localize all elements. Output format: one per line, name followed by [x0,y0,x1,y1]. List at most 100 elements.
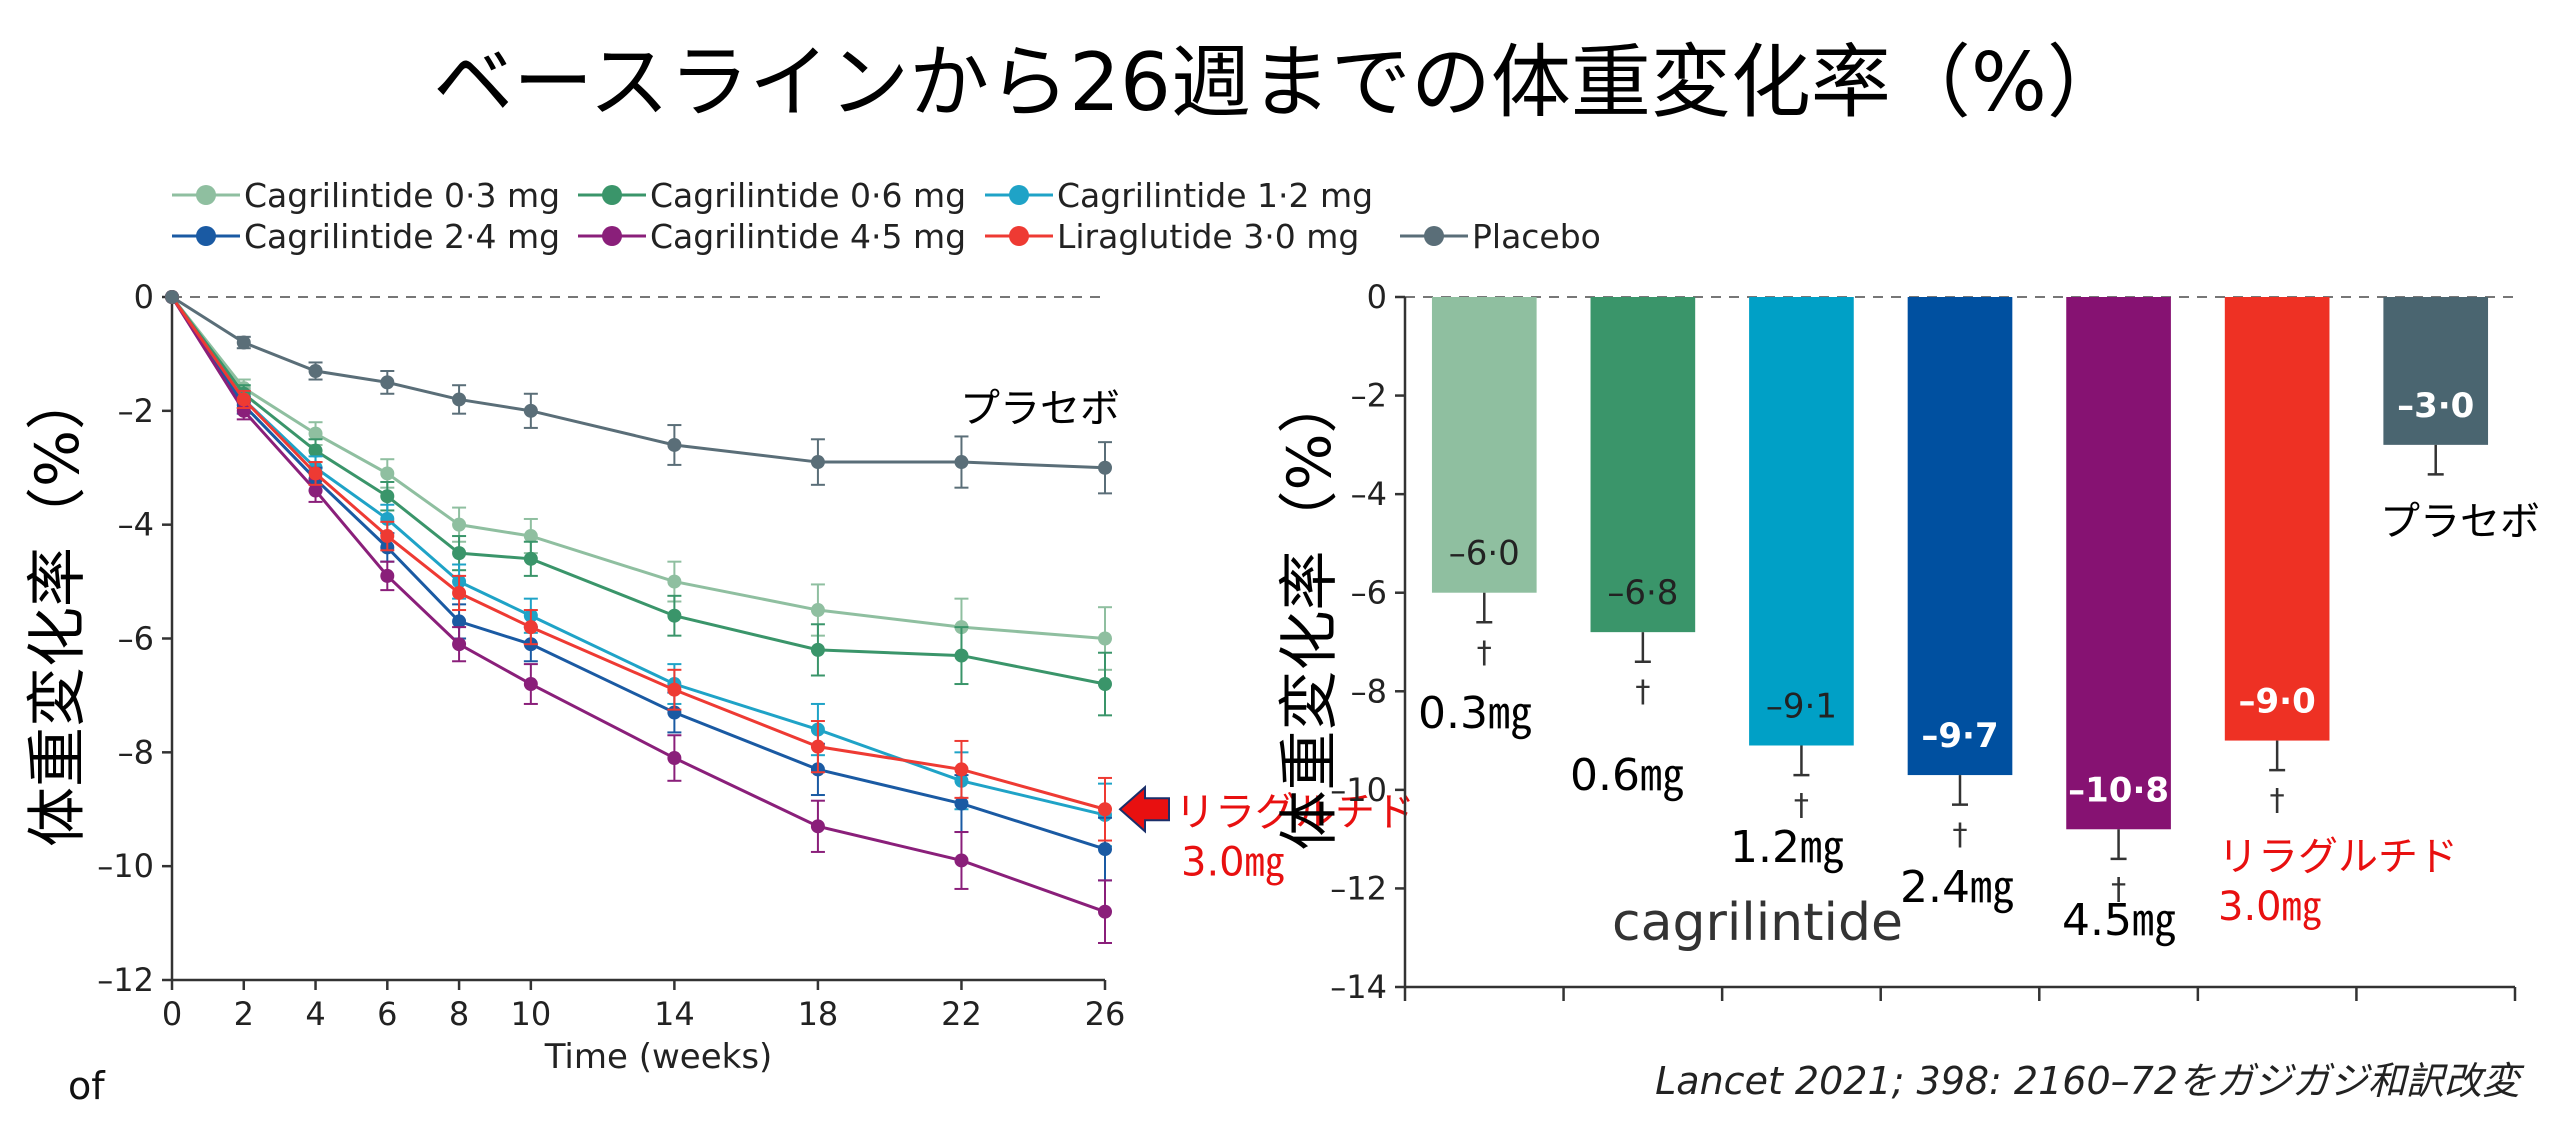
x-axis-label: Time (weeks) [544,1037,773,1077]
y-tick-label: –4 [118,506,154,544]
data-point [165,290,179,304]
data-point [308,426,323,441]
significance-marker: † [2270,783,2285,818]
data-point [308,483,323,498]
x-tick-label: 14 [654,995,695,1033]
data-point [452,614,467,629]
category-label: 0.3㎎ [1418,688,1532,739]
data-point [810,739,825,754]
legend-label: Cagrilintide 0·3 mg [244,176,560,215]
data-point [1098,904,1112,919]
data-point [810,819,825,834]
data-point [1098,842,1112,857]
data-point [810,603,825,618]
y-tick-label: –10 [1330,771,1387,809]
data-point [380,568,395,583]
legend: Cagrilintide 0·3 mg Cagrilintide 0·6 mg Ca… [172,176,1601,256]
y-tick-label: 0 [1367,278,1387,316]
data-point [523,551,538,566]
legend-label: Cagrilintide 2·4 mg [244,217,560,256]
data-point [452,392,467,407]
bar-value-label: –9·7 [1921,716,1998,756]
data-point [954,648,969,663]
y-tick-label: –2 [1351,377,1387,415]
bar-value-label: –6·8 [1607,573,1678,613]
data-point [308,443,323,458]
data-point [236,392,251,407]
annotation-placebo: プラセボ [960,386,1120,432]
data-point [1098,677,1112,692]
y-tick-label: –8 [1351,672,1387,710]
data-point [667,682,682,697]
data-point [308,363,323,378]
data-point [667,608,682,623]
data-point [523,677,538,692]
data-point [1098,802,1112,817]
data-point [954,796,969,811]
y-axis-label: 体重変化率（%） [1275,373,1345,850]
data-point [667,574,682,589]
y-tick-label: –10 [97,847,154,885]
category-label: 2.4㎎ [1900,862,2014,913]
data-point [452,546,467,561]
data-point [523,529,538,544]
data-point [1098,460,1112,475]
data-point [380,375,395,390]
legend-marker [602,185,622,205]
x-tick-label: 2 [234,995,254,1033]
data-point [523,620,538,635]
y-tick-label: –14 [1330,968,1387,1006]
significance-marker: † [1953,818,1968,853]
data-point [308,466,323,481]
y-tick-label: –12 [1330,869,1387,907]
bar [1431,297,1537,593]
data-point [452,585,467,600]
data-point [380,489,395,504]
x-tick-label: 4 [305,995,325,1033]
category-label-dose: 3.0㎎ [2218,884,2322,931]
series-line [170,296,1106,640]
cropped-text: of [68,1064,105,1108]
x-tick-label: 22 [941,995,982,1033]
bar [2224,297,2330,741]
data-point [523,403,538,418]
legend-label: Cagrilintide 0·6 mg [650,176,966,215]
data-point [452,637,467,652]
category-label: リラグルチド [2218,834,2458,880]
bar-value-label: –6·0 [1449,534,1520,574]
data-point [810,455,825,470]
source-citation: Lancet 2021; 398: 2160–72をガジガジ和訳改変 [1655,1059,2520,1103]
legend-label: Liraglutide 3·0 mg [1057,217,1359,256]
category-label: 1.2㎎ [1730,822,1844,873]
page-title: ベースラインから26週までの体重変化率（%） [433,36,2127,129]
data-point [236,335,251,350]
data-point [667,437,682,452]
legend-marker [196,185,216,205]
y-axis-label: 体重変化率（%） [23,370,93,847]
legend-marker [1424,226,1444,246]
significance-marker: † [1635,675,1650,710]
bar-value-label: –3·0 [2397,386,2474,426]
data-point [1098,631,1112,646]
bar [1907,297,2013,776]
bar-value-label: –9·0 [2239,682,2316,722]
bar-value-label: –10·8 [2068,770,2169,810]
legend-marker [196,226,216,246]
legend-label: Placebo [1472,217,1601,256]
annotation-liraglutide: リラグルチド [1175,789,1415,835]
x-tick-label: 10 [510,995,551,1033]
y-tick-label: 0 [134,278,154,316]
x-tick-label: 18 [798,995,839,1033]
category-label: プラセボ [2380,499,2540,545]
category-label: 0.6㎎ [1570,750,1684,801]
series-line [170,296,1106,811]
legend-label: Cagrilintide 1·2 mg [1057,176,1373,215]
x-tick-label: 0 [162,995,182,1033]
arrow-icon [1118,785,1170,834]
category-label: 4.5㎎ [2062,895,2176,946]
bar [1749,297,1854,746]
y-tick-label: –12 [97,961,154,999]
y-tick-label: –6 [118,620,154,658]
